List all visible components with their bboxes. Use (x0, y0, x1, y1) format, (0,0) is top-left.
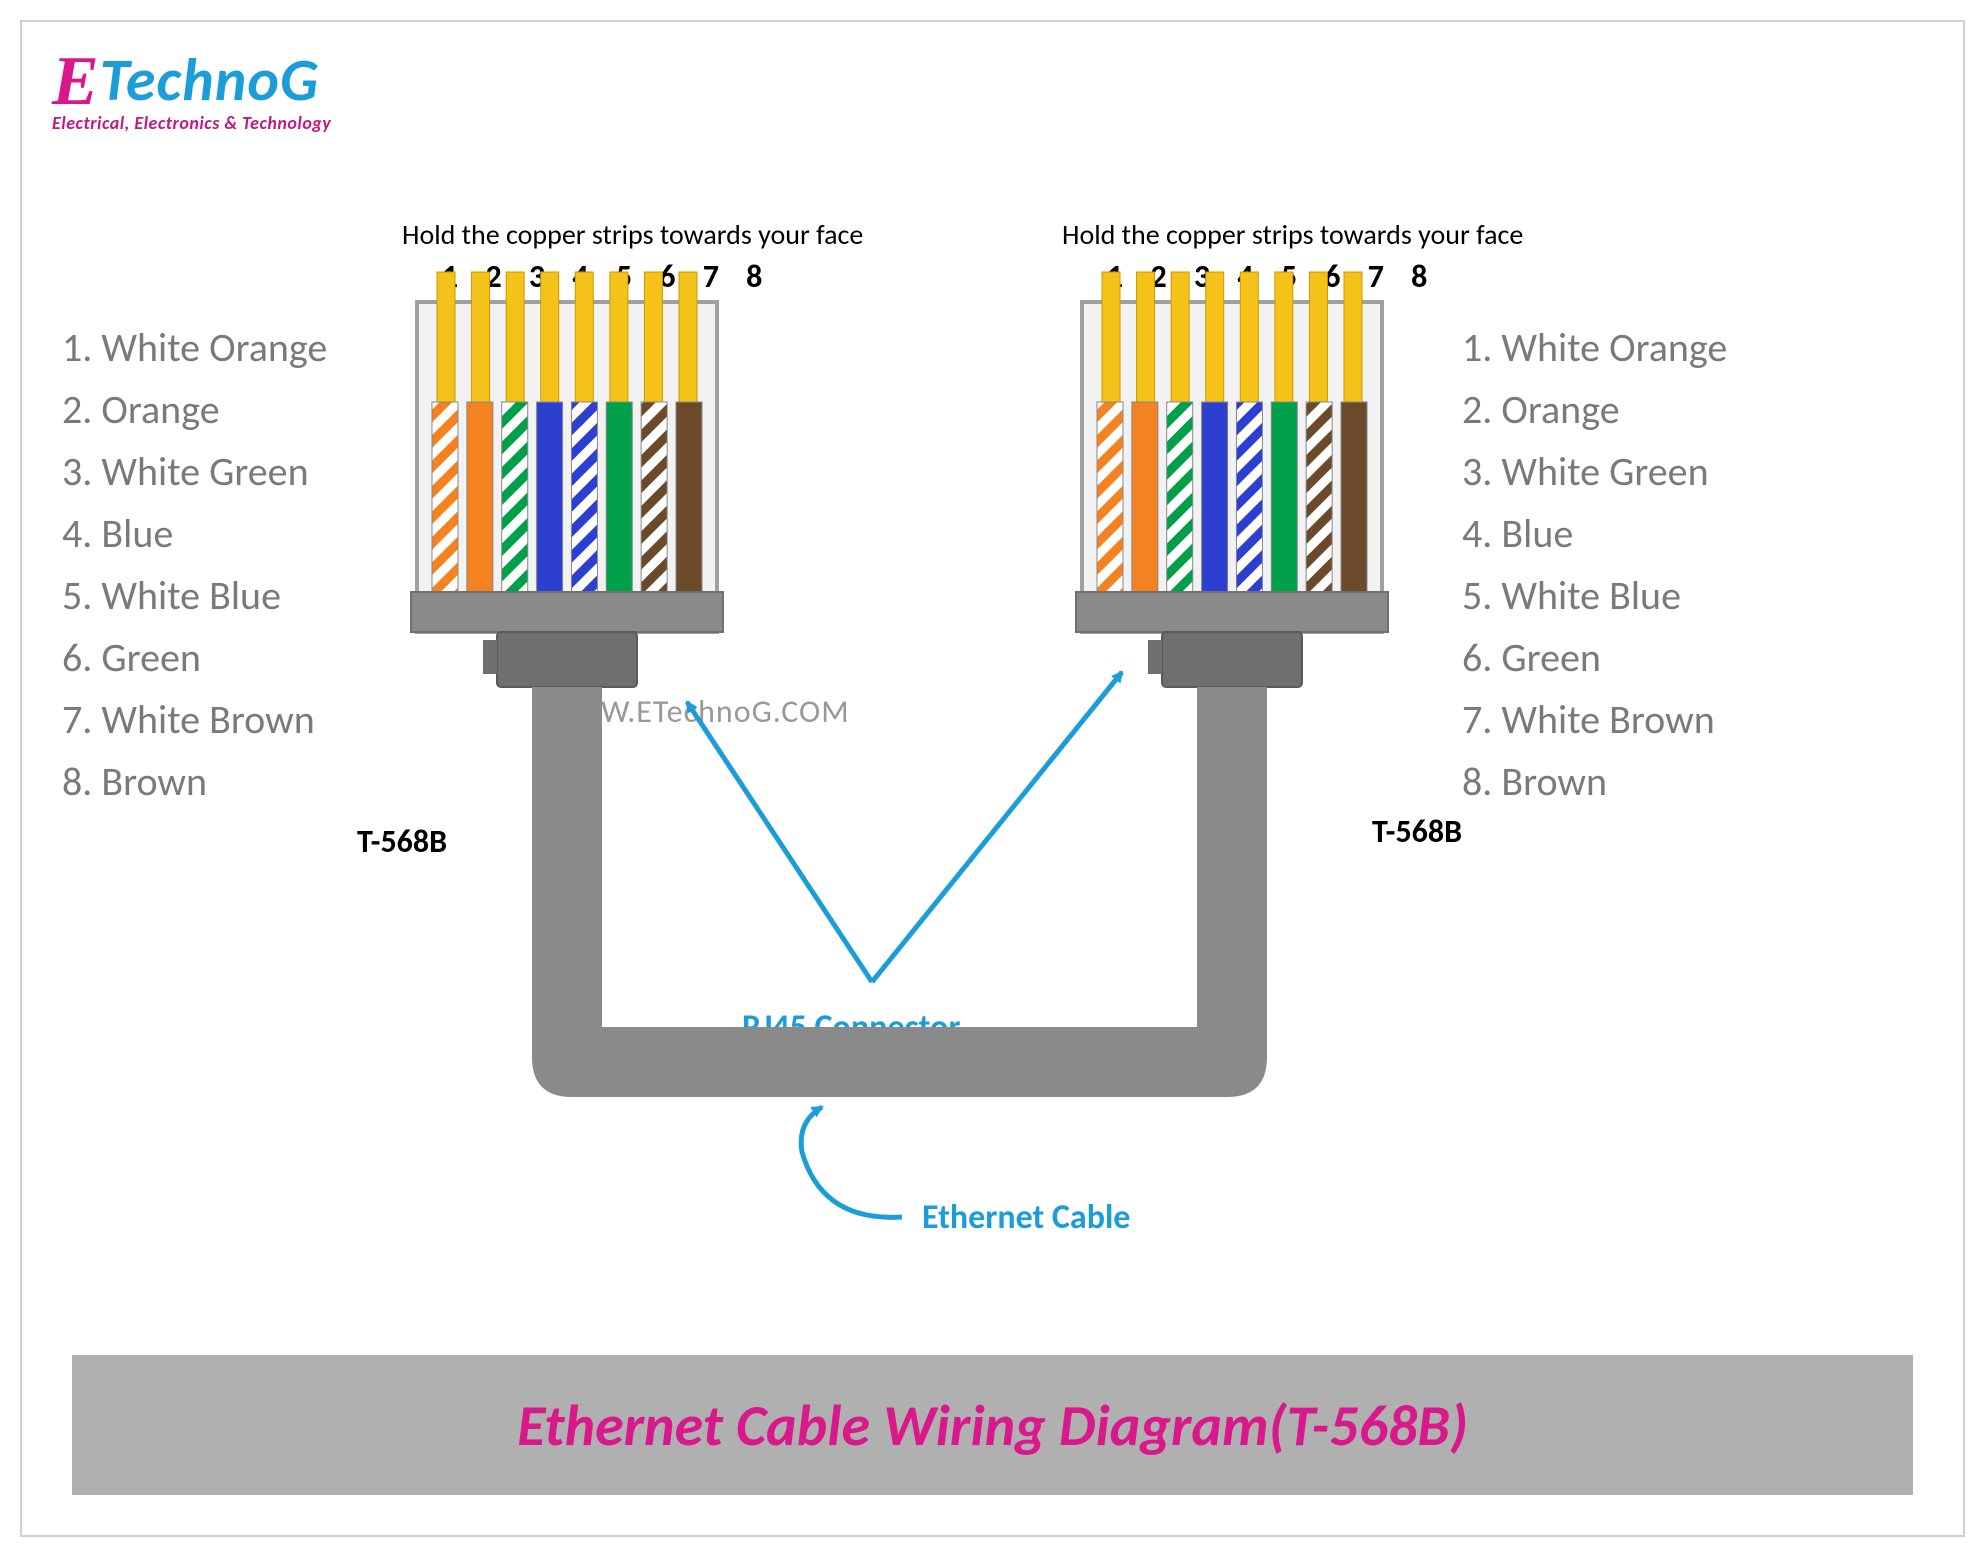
title-text: Ethernet Cable Wiring Diagram(T-568B) (517, 1390, 1468, 1461)
diagram-frame: ETechnoG Electrical, Electronics & Techn… (20, 20, 1965, 1537)
title-bar: Ethernet Cable Wiring Diagram(T-568B) (72, 1355, 1913, 1495)
wiring-diagram (22, 22, 1967, 1539)
